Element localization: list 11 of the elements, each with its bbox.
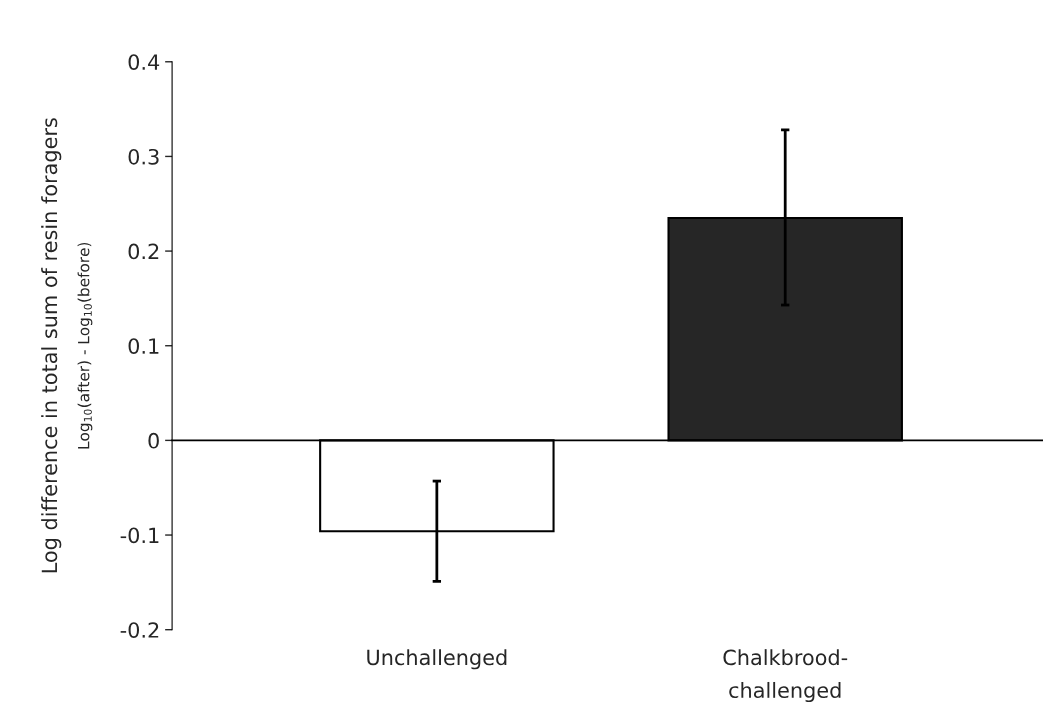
y-tick-label: 0.2	[128, 243, 159, 260]
y-tick-label: 0	[148, 432, 159, 449]
x-tick-label: Unchallenged	[367, 649, 507, 670]
y-axis-title: Log difference in total sum of resin foragers	[41, 118, 62, 573]
y-tick-label: 0.1	[128, 338, 159, 354]
y-tick-label: 0.3	[128, 148, 159, 165]
y-tick-label: 0.4	[128, 54, 160, 70]
x-tick-label: Chalkbrood- challenged	[723, 649, 848, 702]
y-tick-label: -0.1	[120, 527, 159, 544]
text: Log$_{10}$(after) - Log$_{10}$(before)	[77, 242, 93, 449]
y-tick-label: -0.2	[120, 622, 159, 638]
